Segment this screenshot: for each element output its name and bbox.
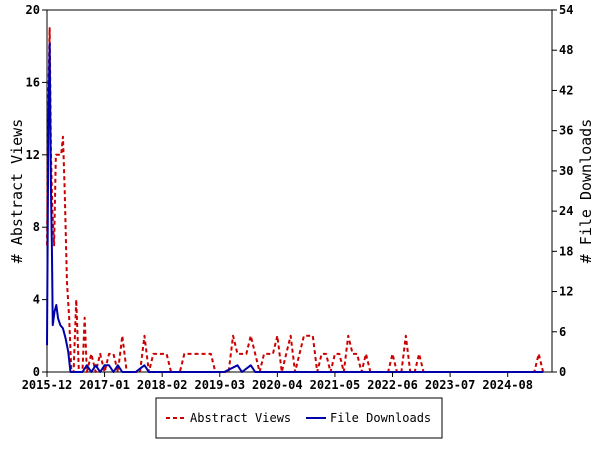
x-tick-label: 2021-05 [310, 378, 361, 392]
y2-tick-label: 6 [559, 325, 566, 339]
series-line-abstract-views [46, 27, 545, 373]
x-tick-label: 2022-06 [367, 378, 418, 392]
y2-tick-label: 18 [559, 244, 573, 258]
x-tick-label: 2020-04 [252, 378, 303, 392]
x-tick-label: 2019-03 [194, 378, 245, 392]
x-tick-label: 2024-08 [482, 378, 533, 392]
y2-tick-label: 12 [559, 285, 573, 299]
legend: Abstract Views File Downloads [155, 397, 443, 439]
y-tick-label: 16 [26, 75, 40, 89]
y-axis-title: # Abstract Views [8, 119, 26, 264]
y-tick-label: 4 [33, 293, 40, 307]
y-tick-label: 0 [33, 365, 40, 379]
y2-tick-label: 54 [559, 3, 573, 17]
plot-frame [46, 9, 553, 373]
legend-label-file-downloads: File Downloads [330, 411, 431, 425]
x-tick-label: 2023-07 [425, 378, 476, 392]
y2-tick-label: 36 [559, 124, 573, 138]
legend-box [155, 397, 443, 439]
y2-tick-label: 24 [559, 204, 573, 218]
y2-tick-label: 0 [559, 365, 566, 379]
legend-label-abstract-views: Abstract Views [190, 411, 291, 425]
y2-tick-label: 30 [559, 164, 573, 178]
x-tick-label: 2018-02 [137, 378, 188, 392]
y-tick-label: 12 [26, 148, 40, 162]
y2-tick-label: 42 [559, 83, 573, 97]
y2-tick-label: 48 [559, 43, 573, 57]
y-tick-label: 8 [33, 220, 40, 234]
series-line-file-downloads [46, 42, 544, 373]
x-tick-label: 2015-12 [22, 378, 73, 392]
series-layer [46, 27, 545, 373]
y2-axis-title: # File Downloads [577, 119, 595, 264]
x-tick-label: 2017-01 [79, 378, 130, 392]
y-tick-label: 20 [26, 3, 40, 17]
